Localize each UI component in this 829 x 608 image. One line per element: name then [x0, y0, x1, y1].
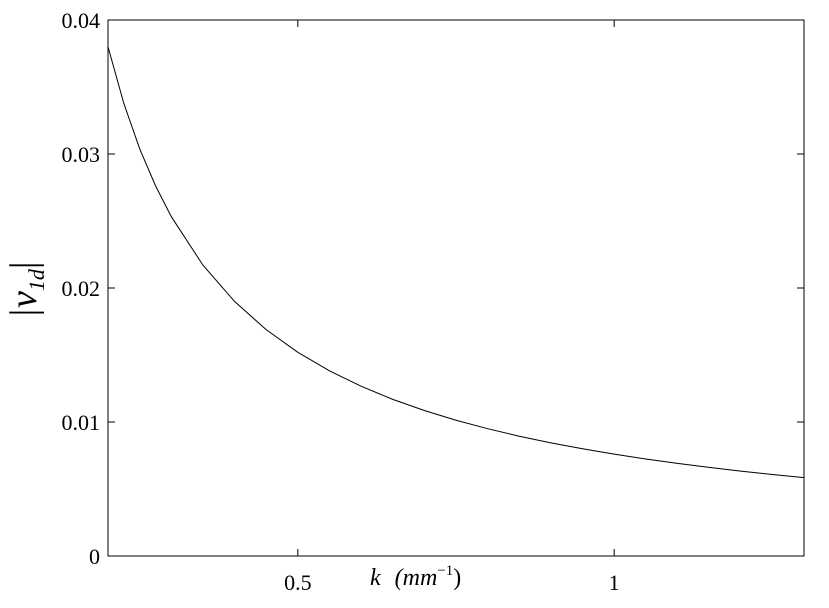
- x-label-unit: (mm: [395, 565, 438, 591]
- x-tick-label: 1: [609, 570, 620, 595]
- plot-frame: [107, 19, 805, 557]
- y-tick-label: 0.01: [62, 410, 101, 435]
- x-tick-label: 0.5: [284, 570, 312, 595]
- y-tick-label: 0.02: [62, 276, 101, 301]
- y-label-close: |: [3, 262, 45, 270]
- x-label-close: ): [453, 565, 461, 591]
- y-tick-label: 0.04: [62, 8, 101, 33]
- y-axis-label: |v1d|: [3, 262, 49, 319]
- x-label-exponent: −1: [437, 563, 453, 579]
- y-label-main: |v: [3, 291, 45, 318]
- line: [107, 46, 805, 479]
- y-label-sub: 1d: [24, 268, 49, 291]
- x-axis-label: k (mm−1): [370, 563, 461, 591]
- y-tick-label: 0: [89, 544, 100, 569]
- x-label-symbol: k: [370, 565, 381, 591]
- y-tick-label: 0.03: [62, 142, 101, 167]
